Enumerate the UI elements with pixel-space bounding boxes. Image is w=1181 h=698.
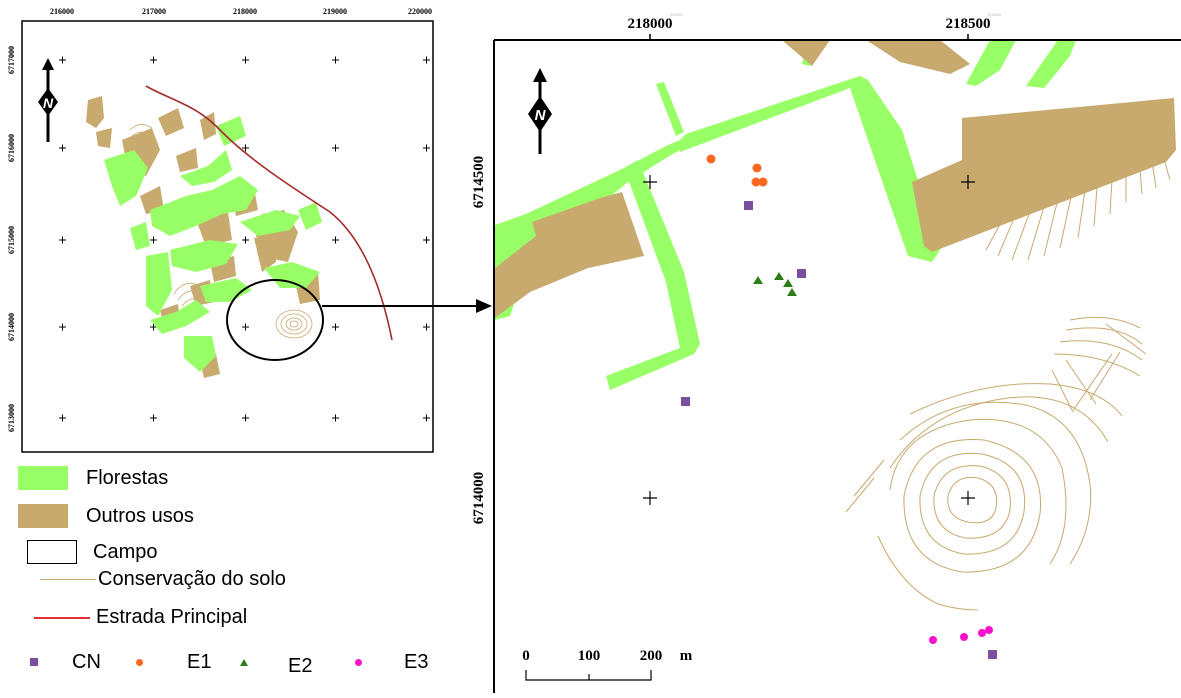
legend-label: Outros usos	[86, 504, 194, 527]
contour-swatch	[40, 579, 96, 580]
scale-bar: 0 100 200 m	[522, 648, 693, 681]
sample-point-e3	[960, 633, 968, 641]
detail-map-canvas: 218000 000000 218500 000000 6714500 0000…	[466, 12, 1181, 693]
sample-point-e1	[751, 177, 761, 187]
overview-y-tick: 6714000	[7, 313, 16, 341]
legend-point-label: CN	[72, 650, 101, 673]
zoom-connector-arrow	[322, 299, 492, 313]
sample-point-e3	[985, 626, 993, 634]
overview-y-tick: 6717000	[7, 46, 16, 74]
detail-contours	[845, 141, 1171, 611]
legend-label: Conservação do solo	[98, 568, 286, 590]
detail-map: 218000 000000 218500 000000 6714500 0000…	[466, 0, 1181, 693]
north-arrow-icon: N	[38, 58, 58, 142]
overview-map-canvas: 216000 217000 218000 219000 220000 67170…	[7, 7, 434, 453]
overview-x-tick: 216000	[50, 7, 74, 16]
sample-point-e3	[929, 636, 937, 644]
e1-marker-icon	[136, 658, 143, 666]
legend-label: Campo	[93, 540, 158, 563]
detail-other-use-areas	[495, 41, 1176, 318]
sample-point-e3	[978, 629, 986, 637]
legend-point-label: E2	[288, 654, 313, 677]
legend-points-row: CN E1 E2 E3	[0, 646, 460, 678]
legend-item-outros-usos: Outros usos	[0, 504, 194, 528]
legend-label: Florestas	[86, 466, 169, 489]
overview-x-tick: 220000	[408, 7, 432, 16]
overview-forest-areas	[104, 116, 322, 372]
legend-label: Estrada Principal	[96, 606, 248, 628]
sample-points	[681, 154, 997, 659]
sample-point-cn	[681, 397, 690, 406]
scale-unit: m	[680, 648, 693, 664]
legend-item-conservacao: Conservação do solo	[0, 568, 286, 591]
sample-point-e1	[758, 177, 768, 187]
north-arrow-icon: N	[528, 68, 552, 154]
detail-x-tick-suffix: 000000	[988, 12, 1002, 17]
overview-y-tick: 6715000	[7, 226, 16, 254]
detail-x-tick: 218500	[946, 16, 991, 32]
sample-point-cn	[744, 201, 753, 210]
legend-item-campo: Campo	[0, 540, 157, 564]
sample-point-e1	[752, 163, 762, 173]
overview-y-tick: 6716000	[7, 134, 16, 162]
forest-swatch	[18, 466, 68, 490]
field-circle	[226, 279, 324, 361]
other-use-swatch	[18, 504, 68, 528]
overview-x-tick: 217000	[142, 7, 166, 16]
scale-label: 100	[578, 648, 601, 664]
legend-point-e2: E2	[240, 646, 312, 678]
legend-point-label: E3	[404, 650, 429, 673]
e2-marker-icon	[240, 658, 248, 666]
detail-y-tick-suffix: 000000	[470, 454, 471, 468]
e3-marker-icon	[355, 658, 362, 666]
legend-point-cn: CN	[30, 646, 101, 678]
sample-point-e1	[706, 154, 716, 164]
scale-label: 200	[640, 648, 663, 664]
legend-item-estrada: Estrada Principal	[0, 606, 247, 629]
road-swatch	[34, 616, 90, 619]
scale-label: 0	[522, 648, 530, 664]
sample-point-e2	[783, 279, 793, 287]
sample-point-cn	[797, 269, 806, 278]
overview-y-tick: 6713000	[7, 404, 16, 432]
svg-text:N: N	[43, 95, 54, 111]
sample-point-e2	[787, 288, 797, 296]
main-road	[145, 85, 393, 341]
cn-marker-icon	[30, 658, 38, 666]
legend-point-e1: E1	[136, 646, 211, 678]
overview-x-tick: 219000	[323, 7, 347, 16]
overview-grid-crosses	[59, 56, 430, 422]
sample-point-e2	[753, 276, 763, 284]
detail-x-tick-suffix: 000000	[670, 12, 684, 17]
detail-x-tick: 218000	[628, 16, 673, 32]
sample-point-cn	[988, 650, 997, 659]
overview-x-tick: 218000	[233, 7, 257, 16]
sample-point-e2	[774, 272, 784, 280]
overview-contours	[129, 124, 313, 339]
legend-item-florestas: Florestas	[0, 466, 168, 490]
legend: Florestas Outros usos Campo Conservação …	[0, 460, 460, 693]
legend-point-e3: E3	[355, 646, 428, 678]
field-swatch	[27, 540, 77, 564]
legend-point-label: E1	[187, 650, 212, 673]
svg-text:N: N	[535, 107, 547, 124]
overview-map: 216000 217000 218000 219000 220000 67170…	[0, 0, 440, 455]
detail-grid-crosses	[643, 175, 975, 505]
detail-y-tick: 6714000	[471, 472, 487, 525]
detail-y-tick: 6714500	[471, 156, 487, 209]
detail-y-tick-suffix: 000000	[470, 138, 471, 152]
